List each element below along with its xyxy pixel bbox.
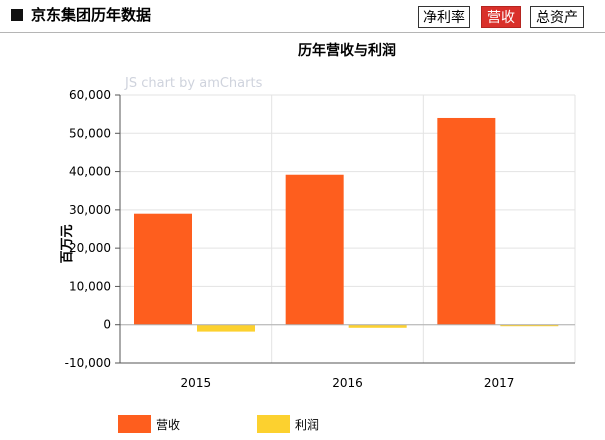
x-tick-label: 2015 [181,376,212,390]
y-tick-label: 40,000 [69,165,111,179]
revenue-profit-chart: 历年营收与利润 JS chart by amCharts 60,000 50,00… [60,42,576,433]
bar-profit-2016[interactable] [348,324,407,328]
y-tick-label: 10,000 [69,279,111,293]
chart-axes: 60,000 50,000 40,000 30,000 20,000 10,000 0 -10… [65,88,575,390]
bar-revenue-2017[interactable] [437,117,496,325]
legend-item-profit[interactable]: 利润 [257,415,319,433]
y-tick-label: 50,000 [69,126,111,140]
tab-net-margin[interactable]: 净利率 [418,6,470,28]
legend-label: 营收 [156,418,180,432]
y-tick-label: 0 [103,318,111,332]
chart-title: 历年营收与利润 [298,42,396,59]
y-tick-label: 20,000 [69,241,111,255]
legend-item-revenue[interactable]: 营收 [118,415,180,433]
bar-profit-2015[interactable] [197,324,255,332]
y-tick-label: -10,000 [65,356,111,370]
bar-profit-2017[interactable] [500,324,559,327]
tab-revenue[interactable]: 营收 [481,6,521,28]
header-bar: 京东集团历年数据 净利率 营收 总资产 [0,0,605,33]
legend-label: 利润 [295,418,319,432]
chart-bars [134,117,559,332]
y-axis-title: 百万元 [60,224,75,263]
bar-revenue-2016[interactable] [285,174,344,325]
legend-swatch [118,415,151,433]
chart-watermark: JS chart by amCharts [124,76,263,91]
bar-revenue-2015[interactable] [134,213,192,325]
header-square-icon [11,9,23,21]
chart-legend: 营收 利润 [118,415,319,433]
legend-swatch [257,415,290,433]
x-tick-label: 2016 [332,376,363,390]
tab-total-assets[interactable]: 总资产 [530,6,584,28]
y-tick-label: 30,000 [69,203,111,217]
y-tick-label: 60,000 [69,88,111,102]
x-tick-label: 2017 [484,376,515,390]
page-title: 京东集团历年数据 [31,6,152,24]
